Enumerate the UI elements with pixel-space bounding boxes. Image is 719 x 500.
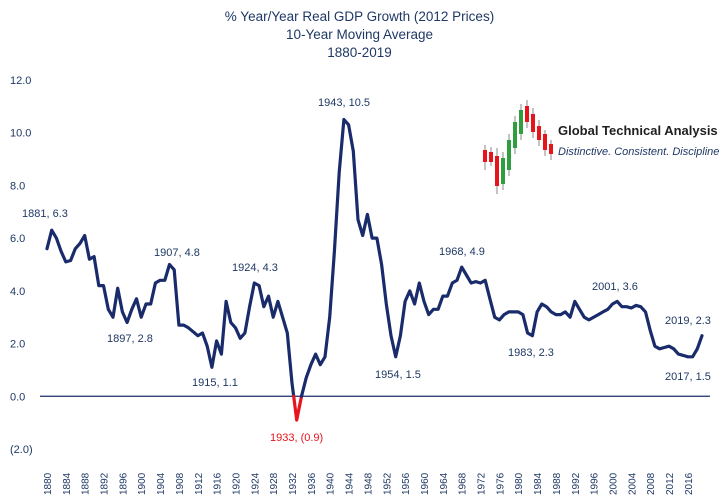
candle-body — [501, 158, 505, 184]
candle-body — [495, 156, 499, 186]
candlestick-logo-icon — [483, 100, 553, 194]
y-tick-label: 0.0 — [10, 391, 25, 403]
annotations: 1881, 6.3 1897, 2.8 1907, 4.8 1915, 1.1 1924… — [22, 97, 711, 444]
x-tick-label: 1928 — [269, 472, 280, 495]
x-tick-label: 1912 — [194, 472, 205, 495]
candle-body — [519, 110, 523, 134]
candle-body — [537, 126, 541, 140]
x-tick-label: 1956 — [401, 472, 412, 495]
y-axis: (2.0) 0.0 2.0 4.0 6.0 8.0 10.0 12.0 — [10, 75, 33, 456]
chart-subtitle-years: 1880-2019 — [327, 45, 392, 60]
data-label: 1897, 2.8 — [107, 333, 153, 345]
candle-body — [543, 134, 547, 150]
series-line — [299, 117, 704, 398]
x-tick-label: 1924 — [250, 472, 261, 495]
data-label: 1943, 10.5 — [318, 97, 370, 109]
series-line-negative — [292, 394, 304, 422]
x-tick-label: 1940 — [326, 472, 337, 495]
candle-body — [513, 122, 517, 148]
data-label: 2017, 1.5 — [665, 371, 711, 383]
x-tick-label: 2004 — [627, 472, 638, 495]
candle-body — [525, 106, 529, 122]
x-tick-label: 1952 — [382, 472, 393, 495]
data-label: 1968, 4.9 — [439, 246, 485, 258]
x-tick-label: 1964 — [439, 472, 450, 495]
data-label: 2001, 3.6 — [592, 281, 638, 293]
chart-title: % Year/Year Real GDP Growth (2012 Prices… — [224, 9, 495, 24]
x-tick-label: 2008 — [646, 472, 657, 495]
x-tick-label: 2012 — [665, 472, 676, 495]
x-tick-label: 1896 — [118, 472, 129, 495]
x-tick-label: 1960 — [420, 472, 431, 495]
data-label: 1881, 6.3 — [22, 208, 68, 220]
x-tick-label: 1884 — [62, 472, 73, 495]
y-tick-label: 6.0 — [10, 233, 25, 245]
chart-subtitle: 10-Year Moving Average — [285, 27, 434, 42]
x-tick-label: 1932 — [288, 472, 299, 495]
x-tick-label: 1976 — [495, 472, 506, 495]
candle-body — [507, 140, 511, 170]
candle-body — [531, 114, 535, 132]
candle-body — [549, 144, 553, 154]
x-tick-label: 1996 — [590, 472, 601, 495]
y-tick-label: 12.0 — [10, 75, 31, 87]
x-tick-label: 1904 — [156, 472, 167, 495]
data-label: 1983, 2.3 — [508, 347, 554, 359]
gdp-series — [45, 117, 704, 422]
data-label: 1907, 4.8 — [154, 247, 200, 259]
candle-body — [489, 152, 493, 162]
y-tick-label: (2.0) — [10, 444, 33, 456]
y-tick-label: 4.0 — [10, 286, 25, 298]
candle-body — [483, 150, 487, 162]
x-tick-label: 1892 — [100, 472, 111, 495]
x-tick-label: 1916 — [213, 472, 224, 495]
x-tick-label: 1972 — [477, 472, 488, 495]
x-tick-label: 1992 — [571, 472, 582, 495]
x-tick-label: 1984 — [533, 472, 544, 495]
data-label: 1933, (0.9) — [270, 432, 323, 444]
x-tick-label: 1936 — [307, 472, 318, 495]
series-line — [45, 228, 296, 398]
x-tick-label: 1920 — [231, 472, 242, 495]
data-label: 2019, 2.3 — [665, 315, 711, 327]
x-tick-label: 1948 — [363, 472, 374, 495]
x-axis: 1880 1884 1888 1892 1896 1900 1904 1908 1912 1916… — [43, 472, 695, 495]
y-tick-label: 8.0 — [10, 180, 25, 192]
x-tick-label: 1900 — [137, 472, 148, 495]
data-label: 1954, 1.5 — [375, 369, 421, 381]
x-tick-label: 1908 — [175, 472, 186, 495]
x-tick-label: 1944 — [345, 472, 356, 495]
logo-title: Global Technical Analysis — [558, 123, 718, 138]
x-tick-label: 1988 — [552, 472, 563, 495]
x-tick-label: 1888 — [81, 472, 92, 495]
x-tick-label: 2000 — [608, 472, 619, 495]
data-label: 1924, 4.3 — [232, 262, 278, 274]
x-tick-label: 1968 — [458, 472, 469, 495]
y-tick-label: 10.0 — [10, 128, 31, 140]
x-tick-label: 2016 — [684, 472, 695, 495]
x-tick-label: 1980 — [514, 472, 525, 495]
logo-tagline: Distinctive. Consistent. Disciplined. — [558, 146, 719, 158]
x-tick-label: 1880 — [43, 472, 54, 495]
data-label: 1915, 1.1 — [192, 377, 238, 389]
y-tick-label: 2.0 — [10, 339, 25, 351]
